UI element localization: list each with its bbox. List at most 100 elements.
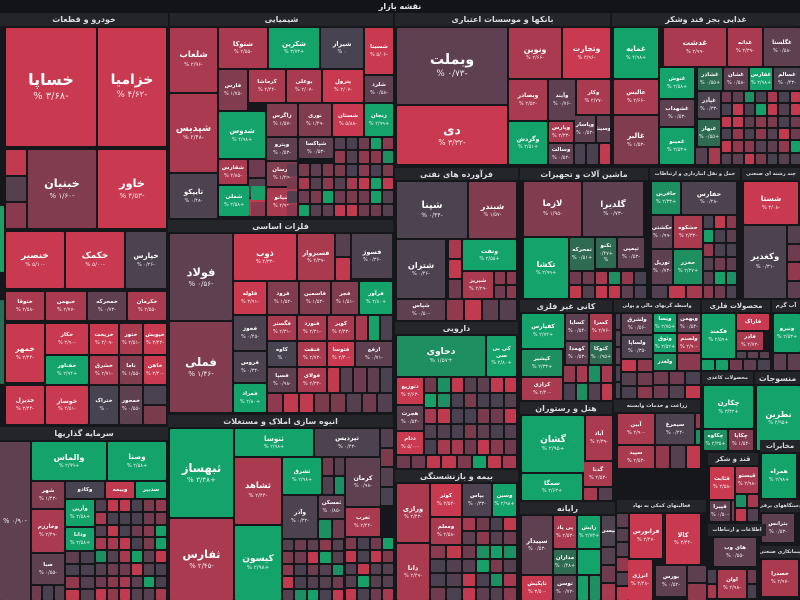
stock-tile-small[interactable]	[367, 368, 379, 392]
stock-tile-small[interactable]	[744, 141, 755, 152]
stock-tile-small[interactable]	[332, 520, 344, 538]
stock-tile-small[interactable]	[427, 456, 441, 468]
stock-tile-small[interactable]	[307, 589, 319, 600]
stock-tile[interactable]: لازما -۱/۹۵ %	[524, 182, 581, 236]
stock-tile-small[interactable]	[383, 151, 393, 163]
stock-tile[interactable]: تپسی	[602, 516, 615, 546]
stock-tile[interactable]: غسالم -۰/۴۳ %	[774, 68, 800, 90]
stock-tile-small[interactable]	[578, 576, 588, 600]
stock-tile-small[interactable]	[332, 577, 343, 588]
stock-tile[interactable]: وبصادر -۲/۵۲ %	[509, 80, 547, 120]
stock-tile-small[interactable]	[451, 409, 463, 423]
stock-tile-small[interactable]	[358, 563, 369, 575]
stock-tile-small[interactable]	[464, 440, 477, 454]
stock-tile[interactable]: ختراک ۰ %	[90, 386, 118, 424]
stock-tile-small[interactable]	[451, 440, 463, 454]
stock-tile-small[interactable]	[463, 560, 475, 572]
stock-tile-small[interactable]	[371, 164, 381, 176]
stock-tile[interactable]: خبنیان -۱/۶۰ %	[28, 150, 96, 228]
stock-tile-small[interactable]	[346, 550, 357, 562]
stock-tile-small[interactable]	[464, 409, 477, 423]
stock-tile-small[interactable]	[307, 540, 319, 551]
stock-tile[interactable]: سمگا +۲/۶۳ %	[522, 474, 582, 500]
stock-tile-small[interactable]	[704, 272, 714, 284]
stock-tile-small[interactable]	[476, 574, 489, 586]
stock-tile-small[interactable]	[66, 577, 79, 588]
stock-tile-small[interactable]	[478, 409, 490, 423]
stock-tile-small[interactable]	[425, 378, 437, 392]
stock-tile-small[interactable]	[283, 564, 294, 576]
stock-tile[interactable]: ودانا +۲/۵۸ %	[66, 528, 94, 550]
stock-tile[interactable]: ناما -۱/۵۵ %	[120, 356, 142, 384]
stock-tile-small[interactable]	[425, 393, 437, 408]
stock-tile[interactable]: خپویش -۳/۴۳ %	[144, 324, 166, 354]
stock-tile-small[interactable]	[307, 577, 319, 588]
stock-tile-small[interactable]	[686, 286, 702, 298]
stock-tile[interactable]: خفناور +۲/۹۴ %	[46, 356, 88, 384]
stock-tile-small[interactable]	[371, 138, 381, 150]
stock-tile[interactable]: عالیس -۲/۶۶ %	[614, 80, 658, 114]
stock-tile-small[interactable]	[299, 394, 314, 412]
stock-tile-small[interactable]	[670, 372, 684, 384]
stock-tile-small[interactable]	[336, 234, 350, 256]
stock-tile[interactable]: وثوق +۲/۵۲ %	[654, 334, 676, 352]
stock-tile-small[interactable]	[319, 520, 331, 538]
stock-tile-small[interactable]	[622, 373, 636, 385]
stock-tile[interactable]: کتوکا +۰/۹۵ %	[590, 342, 612, 364]
stock-tile-small[interactable]	[748, 509, 758, 521]
stock-tile[interactable]: بترانس -۰/۵۳ %	[762, 514, 794, 542]
stock-tile[interactable]: شپنا -۰/۴۴ %	[397, 182, 467, 238]
stock-tile[interactable]: وسالت -۰/۵۲ %	[549, 144, 573, 164]
stock-tile-small[interactable]	[622, 286, 633, 298]
stock-tile-small[interactable]	[283, 589, 294, 600]
stock-tile-small[interactable]	[156, 563, 166, 575]
stock-tile-small[interactable]	[779, 153, 789, 164]
stock-tile-small[interactable]	[371, 178, 381, 190]
stock-tile[interactable]: سیمرغ -۰/۲۴ %	[656, 414, 694, 444]
stock-tile-small[interactable]	[335, 138, 345, 150]
stock-tile-small[interactable]	[347, 204, 357, 216]
stock-tile[interactable]: ثغرب -۲/۴۴ %	[346, 508, 380, 536]
stock-tile-small[interactable]	[564, 384, 575, 400]
stock-tile-small[interactable]	[359, 204, 369, 216]
stock-tile-small[interactable]	[490, 574, 503, 586]
stock-tile-small[interactable]	[320, 552, 331, 563]
stock-tile-small[interactable]	[715, 216, 725, 228]
stock-tile-small[interactable]	[120, 500, 130, 511]
stock-tile-small[interactable]	[463, 588, 475, 600]
stock-tile-small[interactable]	[358, 576, 369, 588]
stock-tile-small[interactable]	[447, 560, 461, 572]
stock-tile-small[interactable]	[96, 512, 106, 524]
stock-tile[interactable]: های وب -۰/۵۵ %	[714, 538, 756, 566]
stock-tile-small[interactable]	[609, 286, 620, 298]
stock-tile[interactable]: شپاکسا -۰/۵۳ %	[299, 138, 333, 158]
stock-tile-small[interactable]	[144, 525, 154, 537]
stock-tile-small[interactable]	[108, 551, 118, 562]
stock-tile-small[interactable]	[108, 500, 118, 511]
stock-tile-small[interactable]	[790, 92, 800, 103]
stock-tile-small[interactable]	[756, 116, 766, 127]
stock-tile-small[interactable]	[688, 584, 706, 600]
stock-tile-small[interactable]	[617, 558, 628, 571]
stock-tile[interactable]: کرمان -۰/۹۸ %	[346, 458, 380, 506]
stock-tile-small[interactable]	[449, 260, 461, 278]
stock-tile[interactable]: چکاپا -۱/۵۴ %	[729, 430, 753, 450]
stock-tile[interactable]: خمحرکه -۰/۷۳ %	[88, 292, 126, 320]
stock-tile-small[interactable]	[495, 272, 505, 284]
stock-tile-small[interactable]	[704, 244, 714, 256]
stock-tile[interactable]: خنصیر -۵/۱۰ %	[6, 232, 64, 288]
stock-tile-small[interactable]	[295, 589, 306, 600]
stock-tile[interactable]: کالا -۳/۴۴ %	[666, 514, 700, 564]
stock-tile-small[interactable]	[758, 360, 770, 370]
stock-tile-small[interactable]	[144, 563, 154, 575]
stock-tile[interactable]: شستا -۳/۰۸ %	[744, 182, 798, 224]
stock-tile-small[interactable]	[779, 92, 789, 103]
stock-tile-small[interactable]	[43, 586, 53, 600]
stock-tile[interactable]: ونوین -۲/۶۶ %	[509, 28, 561, 78]
stock-tile[interactable]: -۰/۹۰ %	[0, 442, 30, 600]
stock-tile-small[interactable]	[299, 191, 309, 203]
stock-tile-small[interactable]	[652, 286, 668, 298]
stock-tile-small[interactable]	[425, 424, 437, 439]
stock-tile[interactable]: قپیرا -۰/۵۰ %	[710, 501, 730, 521]
stock-tile-small[interactable]	[478, 424, 490, 439]
